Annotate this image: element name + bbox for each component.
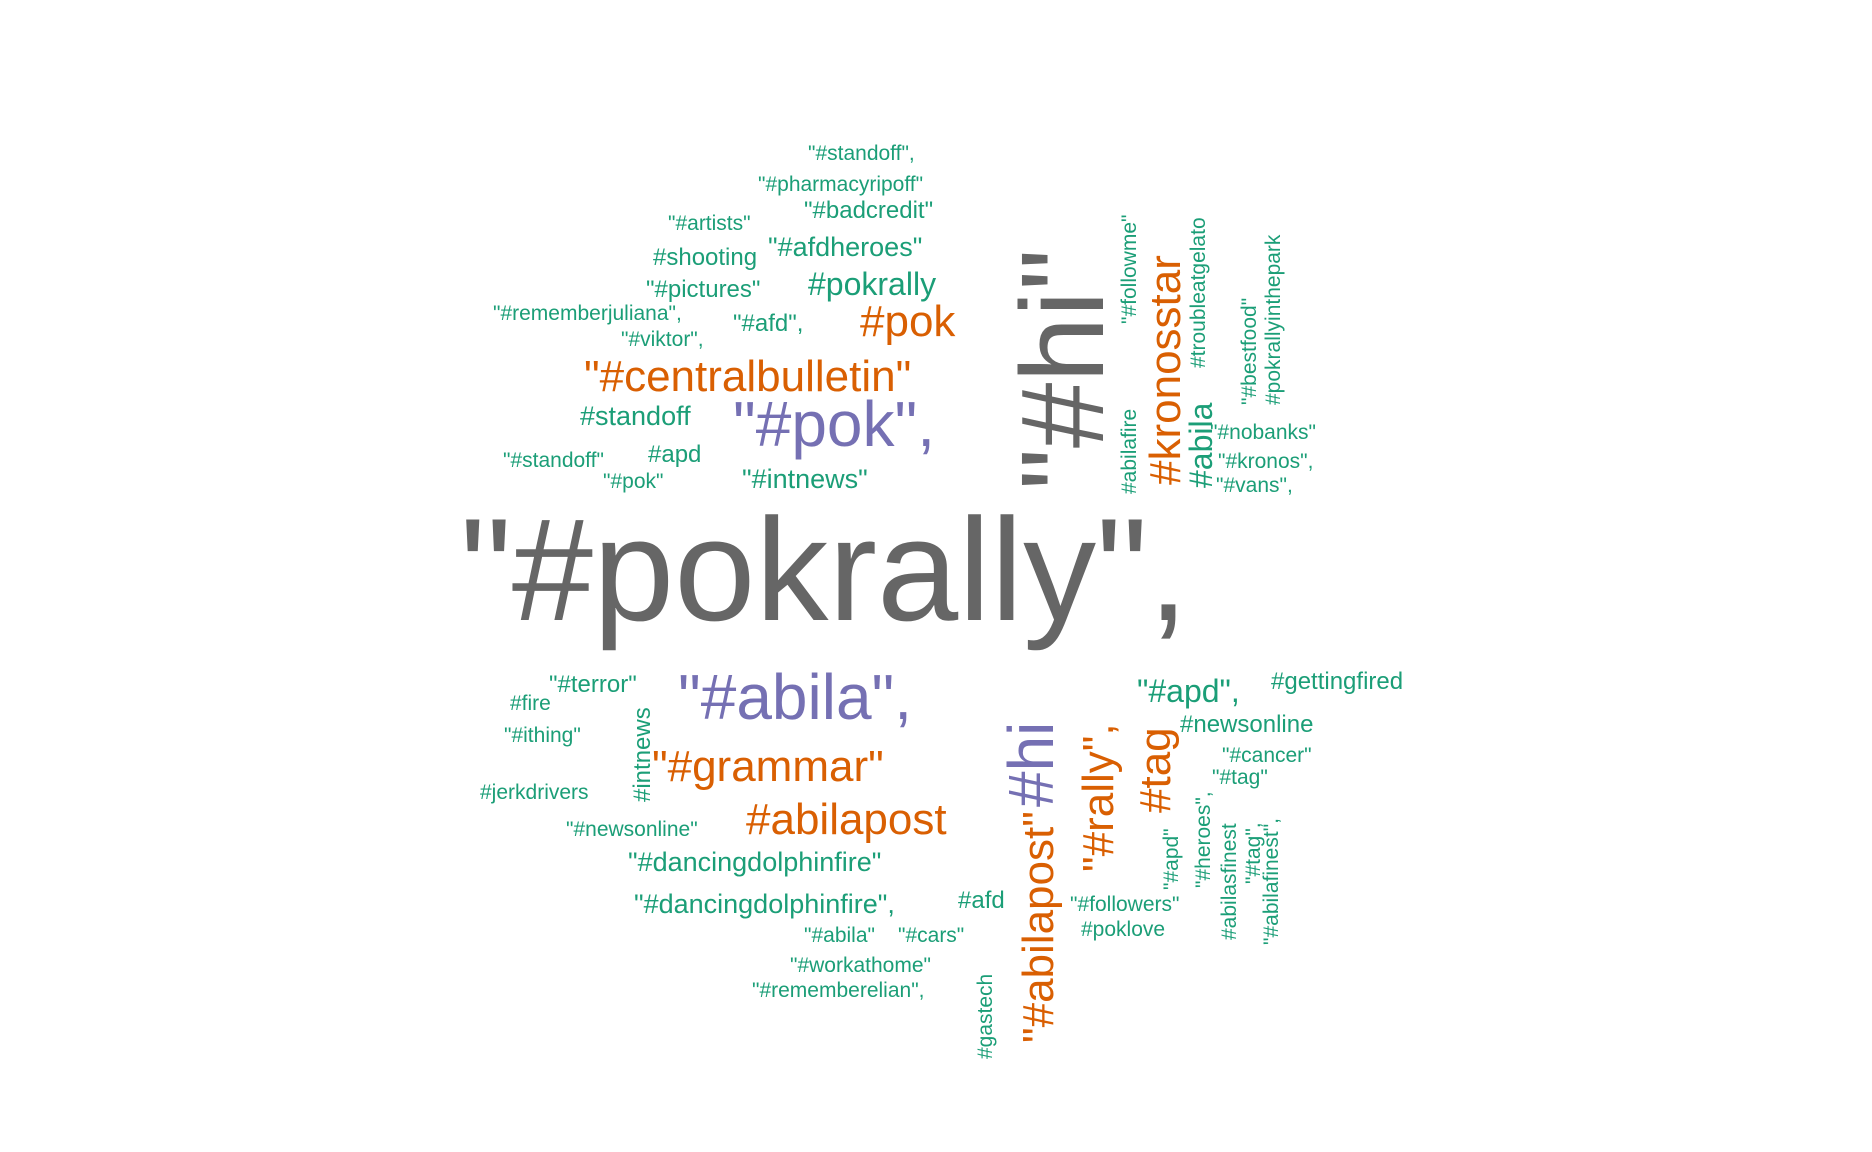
word-heroes-59: "#heroes", [1192, 791, 1215, 888]
word-followers-47: "#followers" [1070, 893, 1179, 916]
word-troubleatgelato-51: #troubleatgelato [1187, 217, 1210, 368]
word-intnews-18: "#intnews" [742, 464, 868, 494]
word-intnews-29: #intnews [629, 707, 656, 802]
word-dancingdolphinfire-19: "#dancingdolphinfire" [628, 847, 881, 877]
word-workathome-44: "#workathome" [790, 954, 931, 977]
word-pharmacyripoff-32: "#pharmacyripoff" [758, 173, 923, 196]
word-abila-15: #abila [1183, 402, 1219, 488]
word-tag-11: #tag [1131, 727, 1180, 813]
word-apd-60: "#apd" [1160, 828, 1183, 890]
word-abilapost-6: #abilapost [746, 795, 947, 844]
word-tag-62: "#tag", [1242, 822, 1265, 884]
word-pictures-27: "#pictures" [646, 276, 760, 303]
word-shooting-28: #shooting [653, 244, 757, 271]
word-abilapost-9: "#abilapost" [1014, 811, 1063, 1043]
word-fire-38: #fire [510, 692, 551, 715]
word-grammar-5: "#grammar" [652, 742, 884, 791]
word-gastech-46: #gastech [974, 974, 997, 1059]
word-dancingdolphinfire-20: "#dancingdolphinfire", [634, 889, 895, 919]
word-pok-12: #pok [860, 297, 956, 346]
word-hi-4: #hi [995, 722, 1067, 807]
word-terror-24: "#terror" [549, 671, 637, 698]
word-abila-3: "#abila", [678, 661, 912, 733]
word-afd-22: "#afd", [733, 310, 803, 337]
word-artists-33: "#artists" [668, 212, 751, 235]
word-centralbulletin-7: "#centralbulletin" [584, 352, 911, 401]
word-pokrally-13: #pokrally [808, 266, 936, 302]
word-gettingfired-30: #gettingfired [1271, 668, 1403, 695]
word-standoff-31: "#standoff", [808, 142, 915, 165]
word-standoff-36: "#standoff" [503, 449, 604, 472]
word-abilafire-50: #abilafire [1118, 409, 1141, 494]
word-afdheroes-16: "#afdheroes" [768, 232, 922, 262]
word-standoff-17: #standoff [580, 401, 691, 431]
word-rememberelian-45: "#rememberelian", [752, 979, 924, 1002]
word-afd-25: #afd [958, 887, 1005, 914]
word-pokrallyinthepark-53: #pokrallyinthepark [1262, 234, 1285, 405]
word-ithing-39: "#ithing" [504, 724, 581, 747]
word-cancer-57: "#cancer" [1222, 744, 1312, 767]
word-rememberjuliana-34: "#rememberjuliana", [493, 302, 682, 325]
word-newsonline-21: #newsonline [1180, 711, 1313, 738]
word-followme-49: "#followme" [1118, 215, 1141, 324]
word-abilasfinest-61: #abilasfinest [1218, 823, 1241, 940]
word-pokrally-0: "#pokrally", [460, 488, 1189, 651]
word-tag-58: "#tag" [1212, 766, 1268, 789]
word-badcredit-26: "#badcredit" [804, 197, 933, 224]
word-pok-2: "#pok", [733, 388, 935, 460]
word-kronosstar-8: #kronosstar [1141, 255, 1190, 485]
word-pok-37: "#pok" [603, 470, 663, 493]
word-viktor-35: "#viktor", [621, 328, 704, 351]
word-vans-56: "#vans", [1216, 474, 1293, 497]
word-jerkdrivers-40: #jerkdrivers [480, 781, 589, 804]
word-hi-1: "#hi" [997, 249, 1129, 490]
word-kronos-55: "#kronos", [1218, 450, 1313, 473]
word-rally-10: "#rally", [1074, 723, 1123, 872]
word-abila-42: "#abila" [804, 924, 875, 947]
word-newsonline-41: "#newsonline" [566, 818, 698, 841]
word-abilafinest-63: "#abilafinest", [1260, 818, 1283, 945]
word-poklove-48: #poklove [1081, 918, 1165, 941]
word-nobanks-54: "#nobanks" [1210, 421, 1316, 444]
word-apd-14: "#apd", [1137, 673, 1240, 709]
word-bestfood-52: "#bestfood" [1238, 298, 1261, 405]
word-apd-23: #apd [648, 441, 701, 468]
word-cars-43: "#cars" [898, 924, 964, 947]
